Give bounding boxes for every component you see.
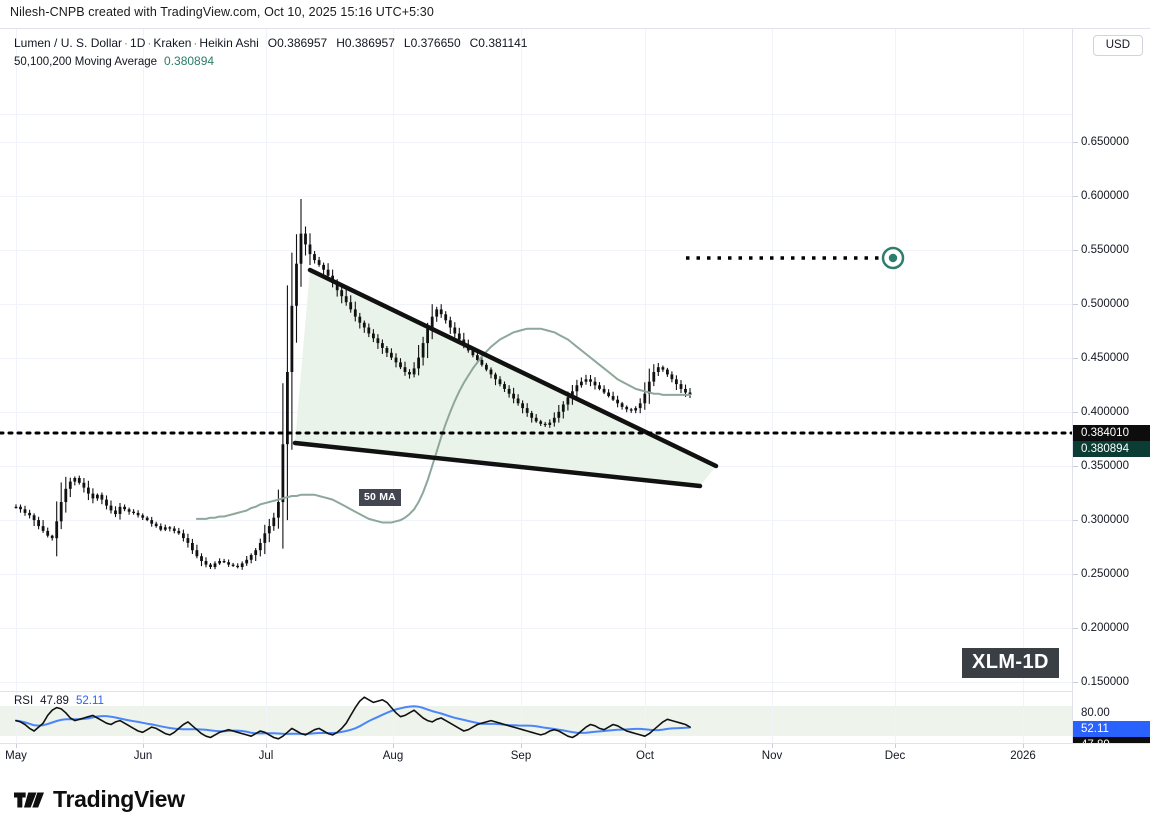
pattern-fill (295, 270, 716, 486)
legend-ma-title[interactable]: 50,100,200 Moving Average (14, 56, 158, 68)
legend-symbol[interactable]: Lumen / U. S. Dollar (14, 36, 123, 50)
target-marker-dot-icon[interactable] (888, 253, 898, 263)
legend-separator: · (124, 36, 129, 50)
price-tick: 0.600000 (1081, 190, 1129, 202)
gridline-h (0, 196, 1072, 197)
gridline-h (0, 114, 1072, 115)
time-tick: Sep (510, 750, 532, 762)
legend-open: O0.386957 (267, 36, 328, 50)
gridline-h (0, 304, 1072, 305)
chart-legend[interactable]: Lumen / U. S. Dollar · 1D · Kraken · Heikin As… (14, 35, 527, 71)
gridline-v (895, 692, 896, 743)
gridline-h (0, 358, 1072, 359)
time-tick: Aug (382, 750, 404, 762)
legend-candle-type[interactable]: Heikin Ashi (199, 36, 259, 50)
legend-low: L0.376650 (403, 36, 461, 50)
gridline-h (0, 628, 1072, 629)
legend-row-ma: 50,100,200 Moving Average 0.380894 (14, 53, 527, 71)
time-tick: Dec (884, 750, 906, 762)
tradingview-logo: TradingView (14, 786, 185, 813)
price-tick: 0.200000 (1081, 622, 1129, 634)
gridline-h (0, 250, 1072, 251)
rsi-legend-title: RSI (14, 695, 34, 707)
last-price-badge[interactable]: 0.384010 (1073, 425, 1150, 441)
legend-exchange[interactable]: Kraken (153, 36, 192, 50)
price-tick: 0.250000 (1081, 568, 1129, 580)
rsi-pane[interactable]: RSI 47.89 52.11 (0, 691, 1072, 743)
attribution-text: Nilesh-CNPB created with TradingView.com… (10, 5, 434, 19)
price-tick: 0.400000 (1081, 406, 1129, 418)
gridline-v (772, 29, 773, 743)
gridline-v (16, 692, 17, 743)
gridline-v (895, 29, 896, 743)
gridline-v (143, 29, 144, 743)
gridline-v (1023, 29, 1024, 743)
legend-separator: · (147, 36, 152, 50)
rsi-legend-signal: 52.11 (75, 695, 104, 707)
tradingview-mark-icon (14, 792, 44, 807)
legend-close: C0.381141 (469, 36, 528, 50)
tradingview-wordmark: TradingView (53, 786, 185, 812)
price-plot-area[interactable]: 50 MA XLM-1D RSI 47. (0, 29, 1072, 743)
rsi-line (15, 696, 691, 740)
time-tick: Nov (761, 750, 783, 762)
gridline-v (645, 692, 646, 743)
moving-average-line (195, 327, 691, 524)
price-tick: 0.450000 (1081, 352, 1129, 364)
candlestick-series (14, 199, 692, 570)
gridline-h (0, 520, 1072, 521)
rsi-legend: RSI 47.89 52.11 (14, 695, 104, 707)
chart-frame: 50 MA XLM-1D RSI 47. (0, 28, 1150, 772)
currency-badge[interactable]: USD (1092, 35, 1143, 56)
price-tick: 0.650000 (1081, 136, 1129, 148)
price-tick: 0.350000 (1081, 460, 1129, 472)
legend-row-symbol: Lumen / U. S. Dollar · 1D · Kraken · Heikin As… (14, 35, 527, 52)
gridline-v (645, 29, 646, 743)
rsi-legend-value: 47.89 (40, 695, 69, 707)
time-tick: 2026 (1010, 750, 1036, 762)
gridline-v (266, 692, 267, 743)
gridline-v (1023, 692, 1024, 743)
time-tick: Jul (258, 750, 274, 762)
gridline-v (143, 692, 144, 743)
gridline-h (0, 574, 1072, 575)
symbol-watermark: XLM-1D (962, 648, 1059, 678)
time-tick: May (5, 750, 27, 762)
lower-trendline[interactable] (292, 440, 703, 489)
price-axis[interactable]: USD 0.650000 0.600000 0.550000 0.500000 … (1072, 29, 1150, 765)
legend-interval[interactable]: 1D (130, 36, 146, 50)
ma-price-badge[interactable]: 0.380894 (1073, 441, 1150, 457)
rsi-series-svg (15, 696, 691, 740)
legend-separator: · (193, 36, 198, 50)
gridline-v (772, 692, 773, 743)
gridline-v (16, 29, 17, 743)
time-tick: Jun (133, 750, 153, 762)
price-tick: 0.500000 (1081, 298, 1129, 310)
rsi-signal-badge[interactable]: 52.11 (1073, 721, 1150, 737)
gridline-h (0, 682, 1072, 683)
rsi-zone-band (0, 706, 1072, 736)
price-tick: 0.150000 (1081, 676, 1129, 688)
footer: TradingView (0, 770, 1150, 833)
gridline-v (521, 692, 522, 743)
gridline-v (266, 29, 267, 743)
legend-high: H0.386957 (336, 36, 395, 50)
price-tick: 0.550000 (1081, 244, 1129, 256)
time-tick: Oct (636, 750, 654, 762)
rsi-signal-line (15, 705, 691, 735)
gridline-h (0, 142, 1072, 143)
rsi-axis-top: 80.00 (1081, 707, 1110, 719)
price-tick: 0.300000 (1081, 514, 1129, 526)
ma-label-tag[interactable]: 50 MA (359, 489, 401, 506)
gridline-v (393, 692, 394, 743)
time-axis[interactable]: May Jun Jul Aug Sep Oct Nov Dec 2026 (0, 743, 1150, 772)
legend-ma-value: 0.380894 (164, 54, 215, 68)
price-series-svg (0, 199, 1072, 570)
